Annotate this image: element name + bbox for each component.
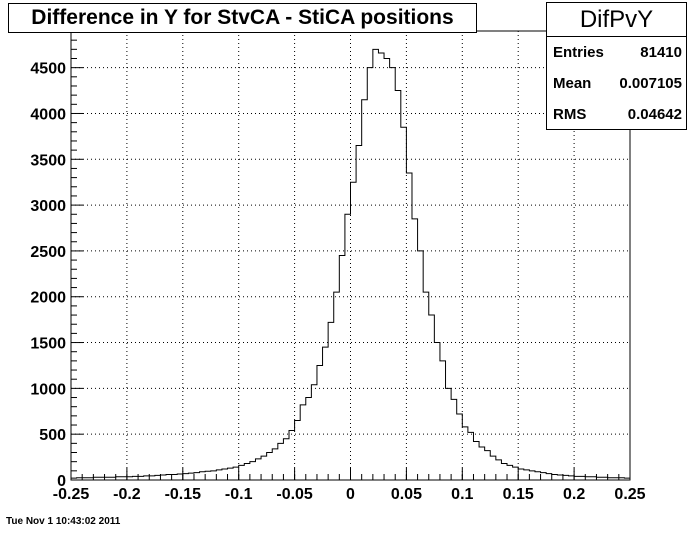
y-tick-label: 500 [39,427,66,444]
x-tick-label: -0.15 [165,486,202,503]
y-tick-label: 3500 [30,152,66,169]
stats-label-rms: RMS [553,106,587,123]
y-tick-label: 4500 [30,61,66,78]
y-tick-label: 3000 [30,198,66,215]
x-tick-label: 0.05 [391,486,422,503]
stats-label-mean: Mean [553,75,592,92]
stats-label-entries: Entries [553,44,604,61]
stats-row-mean: Mean 0.007105 [547,68,686,99]
chart-title: Difference in Y for StvCA - StiCA positi… [8,3,477,33]
statistics-box: DifPvY Entries 81410 Mean 0.007105 RMS 0… [546,2,687,130]
stats-row-rms: RMS 0.04642 [547,99,686,130]
axes [70,30,631,481]
tick-labels: -0.25 -0.2 -0.15 -0.1 -0.05 0 0.05 0.1 0.15 0.2 0.… [30,61,645,503]
y-tick-label: 2000 [30,290,66,307]
x-tick-label: -0.2 [113,486,141,503]
stats-row-entries: Entries 81410 [547,37,686,68]
y-tick-label: 1500 [30,336,66,353]
histogram-name: DifPvY [547,3,686,37]
histogram-series-line [71,48,630,479]
y-tick-label: 2500 [30,244,66,261]
x-tick-label: 0.25 [614,486,645,503]
stats-value-entries: 81410 [640,44,682,61]
x-tick-label: 0.15 [503,486,534,503]
x-tick-label: -0.25 [53,486,90,503]
grid-lines [71,31,630,480]
stats-value-rms: 0.04642 [627,106,682,123]
x-tick-label: 0.1 [451,486,473,503]
y-tick-label: 0 [57,473,66,490]
x-tick-label: -0.05 [276,486,313,503]
x-tick-label: 0.2 [563,486,585,503]
y-tick-label: 1000 [30,381,66,398]
timestamp: Tue Nov 1 10:43:02 2011 [6,516,121,527]
x-tick-label: 0 [346,486,355,503]
y-tick-label: 4000 [30,106,66,123]
x-tick-label: -0.1 [225,486,253,503]
stats-value-mean: 0.007105 [619,75,682,92]
